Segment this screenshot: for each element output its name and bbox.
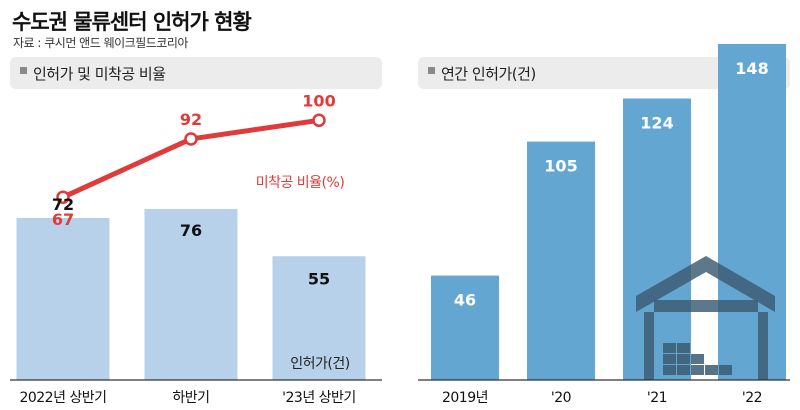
warehouse-box-5 <box>663 365 676 375</box>
warehouse-icon <box>636 256 775 380</box>
legend-line-name: 미착공 비율(%) <box>256 175 345 191</box>
bar-permit-1 <box>144 209 238 380</box>
bar-value-label-0: 46 <box>454 291 476 310</box>
bar-annual-2 <box>623 98 691 381</box>
bar-annual-3 <box>718 44 786 380</box>
warehouse-box-9 <box>719 365 732 375</box>
line-value-label-1: 92 <box>180 110 202 129</box>
warehouse-box-0 <box>663 343 676 353</box>
bar-permit-2 <box>272 256 366 380</box>
bar-value-label-0: 72 <box>52 195 74 214</box>
warehouse-box-4 <box>691 354 704 364</box>
chart-source: 자료 : 쿠시먼 앤드 웨이크필드코리아 <box>13 36 188 50</box>
warehouse-box-8 <box>705 365 718 375</box>
bar-annual-0 <box>431 275 499 380</box>
line-value-label-0: 67 <box>52 210 74 229</box>
warehouse-roof <box>636 256 775 312</box>
x-tick-label-1: '20 <box>551 390 571 406</box>
left-panel-header <box>10 57 382 89</box>
warehouse-box-1 <box>677 343 690 353</box>
x-tick-label-1: 하반기 <box>172 390 209 406</box>
warehouse-box-7 <box>691 365 704 375</box>
warehouse-left-wall <box>644 312 654 380</box>
bar-permit-0 <box>16 218 110 380</box>
warehouse-right-wall <box>758 312 768 380</box>
x-tick-label-3: '22 <box>742 390 762 406</box>
left-header-square-icon <box>20 67 27 74</box>
right-header-square-icon <box>428 67 435 74</box>
left-panel-title: 인허가 및 미착공 비율 <box>33 65 166 83</box>
bar-value-label-1: 76 <box>180 221 202 240</box>
bar-value-label-2: 55 <box>308 269 330 288</box>
warehouse-beam <box>654 300 758 312</box>
x-tick-label-0: 2019년 <box>442 390 488 406</box>
warehouse-box-3 <box>677 354 690 364</box>
x-tick-label-2: '23년 상반기 <box>282 390 356 406</box>
legend-bar-name: 인허가(건) <box>290 356 349 372</box>
bar-annual-1 <box>527 141 595 380</box>
x-tick-label-2: '21 <box>647 390 667 406</box>
bar-value-label-2: 124 <box>640 113 673 132</box>
x-tick-label-0: 2022년 상반기 <box>19 390 106 406</box>
right-panel-title: 연간 인허가(건) <box>441 65 536 83</box>
bar-value-label-1: 105 <box>544 157 577 176</box>
line-value-label-2: 100 <box>302 91 335 110</box>
line-point-1 <box>184 132 198 146</box>
right-panel-header <box>418 57 790 89</box>
warehouse-box-6 <box>677 365 690 375</box>
line-point-0 <box>56 190 70 204</box>
chart-title: 수도권 물류센터 인허가 현황 <box>12 10 252 34</box>
line-point-2 <box>312 113 326 128</box>
bar-value-label-3: 148 <box>735 59 768 78</box>
warehouse-box-2 <box>663 354 676 364</box>
